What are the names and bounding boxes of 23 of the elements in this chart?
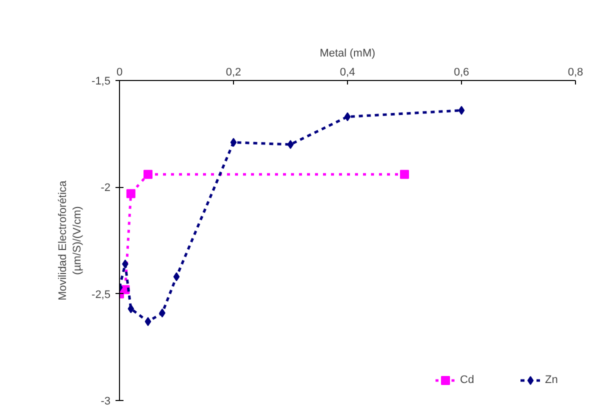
point [458,106,465,115]
x-tick-label: 0,8 [568,66,584,78]
legend-label: Cd [460,374,476,386]
y-tick-label: -1,5 [92,76,111,88]
point [344,112,351,122]
point [400,170,409,179]
x-tick-label: 0,2 [226,66,242,78]
x-tick-label: 0 [116,66,123,78]
point [287,140,294,149]
point [126,189,136,198]
point [230,138,237,147]
x-axis-title: Metal (mM) [320,48,376,60]
y-tick-label: -3 [100,396,110,408]
x-tick-label: 0,6 [454,66,470,78]
y-tick-label: -2 [100,182,110,194]
x-tick-label: 0,4 [340,66,356,78]
point [144,317,152,326]
point [173,272,180,282]
legend-label: Zn [545,374,559,386]
y-axis-title: Movilidad Electroforética (µm/S)/(V/cm) [57,180,84,300]
point [144,170,152,179]
point [128,304,134,314]
y-tick-label: -2,5 [92,288,111,301]
